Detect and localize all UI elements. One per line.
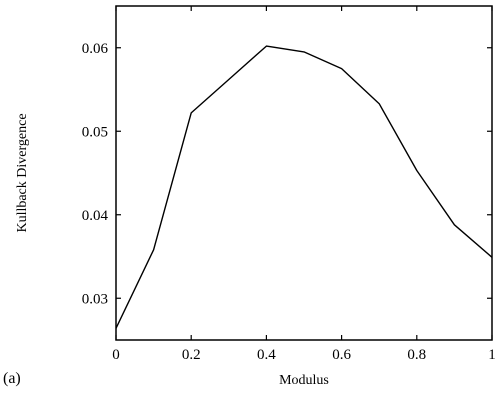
y-tick-label-2: 0.05: [82, 124, 108, 140]
x-axis-label: Modulus: [279, 373, 329, 388]
y-tick-label-3: 0.06: [82, 41, 109, 57]
series-line: [115, 45, 493, 329]
x-tick-label-1: 0.2: [182, 347, 201, 363]
x-tick-label-2: 0.4: [257, 347, 276, 363]
y-tick-label-1: 0.04: [82, 208, 109, 224]
x-tick-label-3: 0.6: [332, 347, 351, 363]
x-tick-label-4: 0.8: [407, 347, 426, 363]
y-axis-label: Kullback Divergence: [15, 113, 30, 232]
panel-label: (a): [3, 370, 21, 387]
y-tick-label-0: 0.03: [82, 291, 108, 307]
plot-frame: [115, 5, 493, 341]
x-tick-label-0: 0: [112, 347, 120, 363]
ticks-layer: 0 0.2 0.4 0.6 0.8 1 0.03 0.04 0.05 0.06: [82, 6, 496, 363]
x-tick-label-5: 1: [488, 347, 496, 363]
